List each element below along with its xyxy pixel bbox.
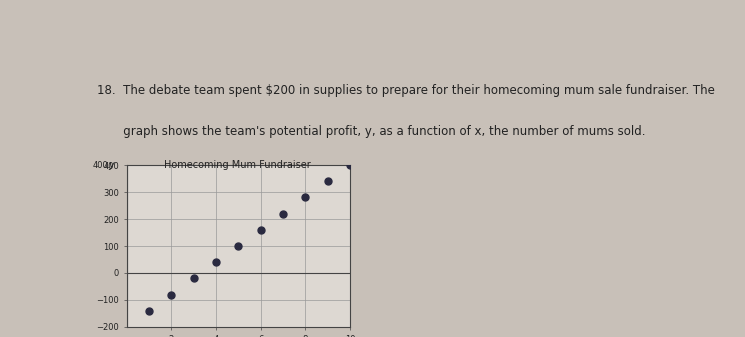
Point <box>143 308 155 313</box>
Point <box>322 179 334 184</box>
Point <box>188 276 200 281</box>
Point <box>232 243 244 249</box>
Point <box>344 162 356 168</box>
Text: 400: 400 <box>93 161 109 170</box>
Point <box>299 195 311 200</box>
Point <box>277 211 289 216</box>
Text: graph shows the team's potential profit, y, as a function of x, the number of mu: graph shows the team's potential profit,… <box>97 125 645 138</box>
Text: y: y <box>108 160 114 171</box>
Point <box>210 259 222 265</box>
Text: 18.  The debate team spent $200 in supplies to prepare for their homecoming mum : 18. The debate team spent $200 in suppli… <box>97 84 714 97</box>
Point <box>165 292 177 297</box>
Point <box>255 227 267 233</box>
Text: x: x <box>0 336 1 337</box>
Text: Homecoming Mum Fundraiser: Homecoming Mum Fundraiser <box>164 160 311 171</box>
